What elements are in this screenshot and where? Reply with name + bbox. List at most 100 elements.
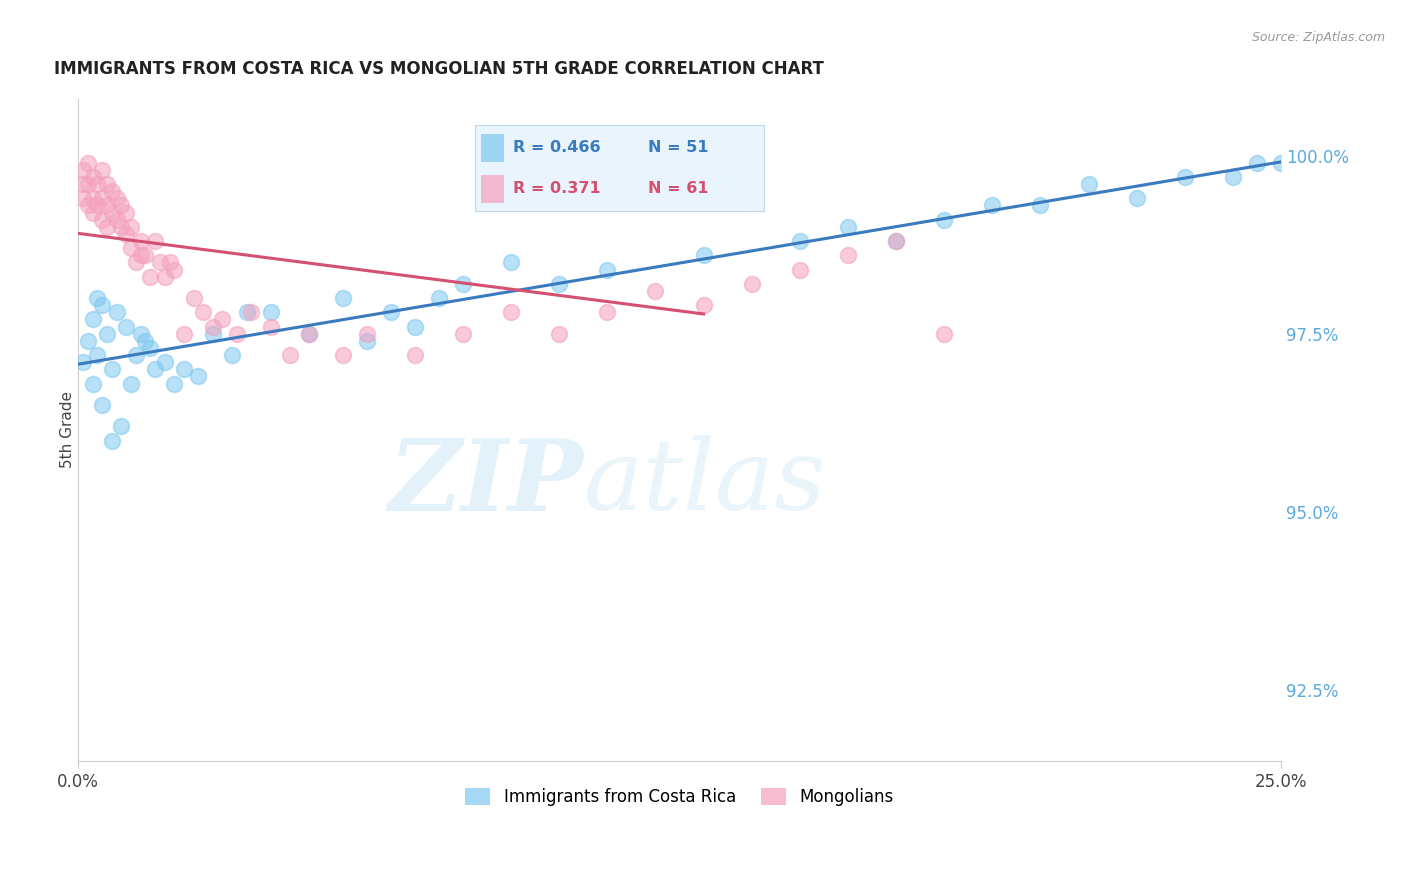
Point bbox=[115, 205, 138, 219]
Point bbox=[120, 219, 142, 234]
Point bbox=[548, 326, 571, 341]
Point bbox=[1174, 169, 1197, 184]
Point bbox=[837, 219, 859, 234]
Point bbox=[934, 212, 956, 227]
Point bbox=[91, 162, 114, 177]
Point bbox=[125, 255, 148, 269]
Point bbox=[76, 334, 98, 348]
Point bbox=[134, 248, 156, 262]
Point bbox=[201, 319, 224, 334]
Point bbox=[235, 305, 257, 319]
Point bbox=[76, 198, 98, 212]
Point bbox=[225, 326, 247, 341]
Point bbox=[332, 291, 354, 305]
Point bbox=[240, 305, 263, 319]
Point bbox=[1077, 177, 1099, 191]
Point bbox=[76, 177, 98, 191]
Point bbox=[1029, 198, 1052, 212]
Point bbox=[86, 177, 108, 191]
Point bbox=[163, 262, 186, 277]
Point bbox=[125, 348, 148, 362]
Point bbox=[96, 219, 118, 234]
Point bbox=[427, 291, 450, 305]
Point bbox=[105, 191, 128, 205]
Point bbox=[934, 326, 956, 341]
Point bbox=[159, 255, 181, 269]
Point bbox=[193, 305, 215, 319]
Point bbox=[72, 162, 94, 177]
Point bbox=[134, 334, 156, 348]
Point bbox=[596, 305, 619, 319]
Point bbox=[644, 284, 666, 298]
Point bbox=[101, 434, 124, 448]
Text: ZIP: ZIP bbox=[388, 434, 583, 531]
Point bbox=[221, 348, 243, 362]
Point bbox=[110, 198, 132, 212]
Point bbox=[105, 305, 128, 319]
Point bbox=[356, 326, 378, 341]
Point bbox=[129, 248, 152, 262]
Point bbox=[501, 305, 523, 319]
Point bbox=[332, 348, 354, 362]
Point bbox=[91, 398, 114, 412]
Point bbox=[298, 326, 321, 341]
Point bbox=[149, 255, 172, 269]
Point bbox=[101, 184, 124, 198]
Point bbox=[278, 348, 301, 362]
Point bbox=[1125, 191, 1147, 205]
Point bbox=[86, 348, 108, 362]
Point bbox=[183, 291, 205, 305]
Point bbox=[96, 326, 118, 341]
Point bbox=[82, 191, 104, 205]
Text: Source: ZipAtlas.com: Source: ZipAtlas.com bbox=[1251, 31, 1385, 45]
Point bbox=[173, 362, 195, 376]
Point bbox=[548, 277, 571, 291]
Point bbox=[86, 198, 108, 212]
Point bbox=[76, 155, 98, 169]
Point bbox=[96, 177, 118, 191]
Legend: Immigrants from Costa Rica, Mongolians: Immigrants from Costa Rica, Mongolians bbox=[458, 780, 900, 813]
Point bbox=[82, 312, 104, 326]
Point bbox=[101, 362, 124, 376]
Point bbox=[129, 326, 152, 341]
Point bbox=[259, 319, 281, 334]
Point bbox=[82, 205, 104, 219]
Point bbox=[153, 355, 176, 369]
Point bbox=[72, 355, 94, 369]
Point bbox=[82, 376, 104, 391]
Point bbox=[884, 234, 907, 248]
Point bbox=[981, 198, 1004, 212]
Point bbox=[129, 234, 152, 248]
Text: IMMIGRANTS FROM COSTA RICA VS MONGOLIAN 5TH GRADE CORRELATION CHART: IMMIGRANTS FROM COSTA RICA VS MONGOLIAN … bbox=[53, 60, 824, 78]
Y-axis label: 5th Grade: 5th Grade bbox=[59, 392, 75, 468]
Point bbox=[173, 326, 195, 341]
Point bbox=[82, 169, 104, 184]
Point bbox=[91, 212, 114, 227]
Point bbox=[789, 262, 811, 277]
Point bbox=[596, 262, 619, 277]
Point bbox=[115, 227, 138, 241]
Point bbox=[692, 248, 714, 262]
Point bbox=[120, 241, 142, 255]
Point bbox=[91, 298, 114, 312]
Point bbox=[451, 277, 474, 291]
Point bbox=[139, 341, 162, 355]
Point bbox=[1246, 155, 1268, 169]
Point bbox=[96, 198, 118, 212]
Point bbox=[143, 234, 166, 248]
Point bbox=[201, 326, 224, 341]
Point bbox=[72, 177, 94, 191]
Point bbox=[404, 348, 426, 362]
Point bbox=[153, 269, 176, 284]
Point bbox=[501, 255, 523, 269]
Point bbox=[120, 376, 142, 391]
Point bbox=[451, 326, 474, 341]
Point bbox=[211, 312, 233, 326]
Point bbox=[692, 298, 714, 312]
Point bbox=[72, 191, 94, 205]
Point bbox=[884, 234, 907, 248]
Point bbox=[91, 191, 114, 205]
Point bbox=[356, 334, 378, 348]
Point bbox=[259, 305, 281, 319]
Point bbox=[115, 319, 138, 334]
